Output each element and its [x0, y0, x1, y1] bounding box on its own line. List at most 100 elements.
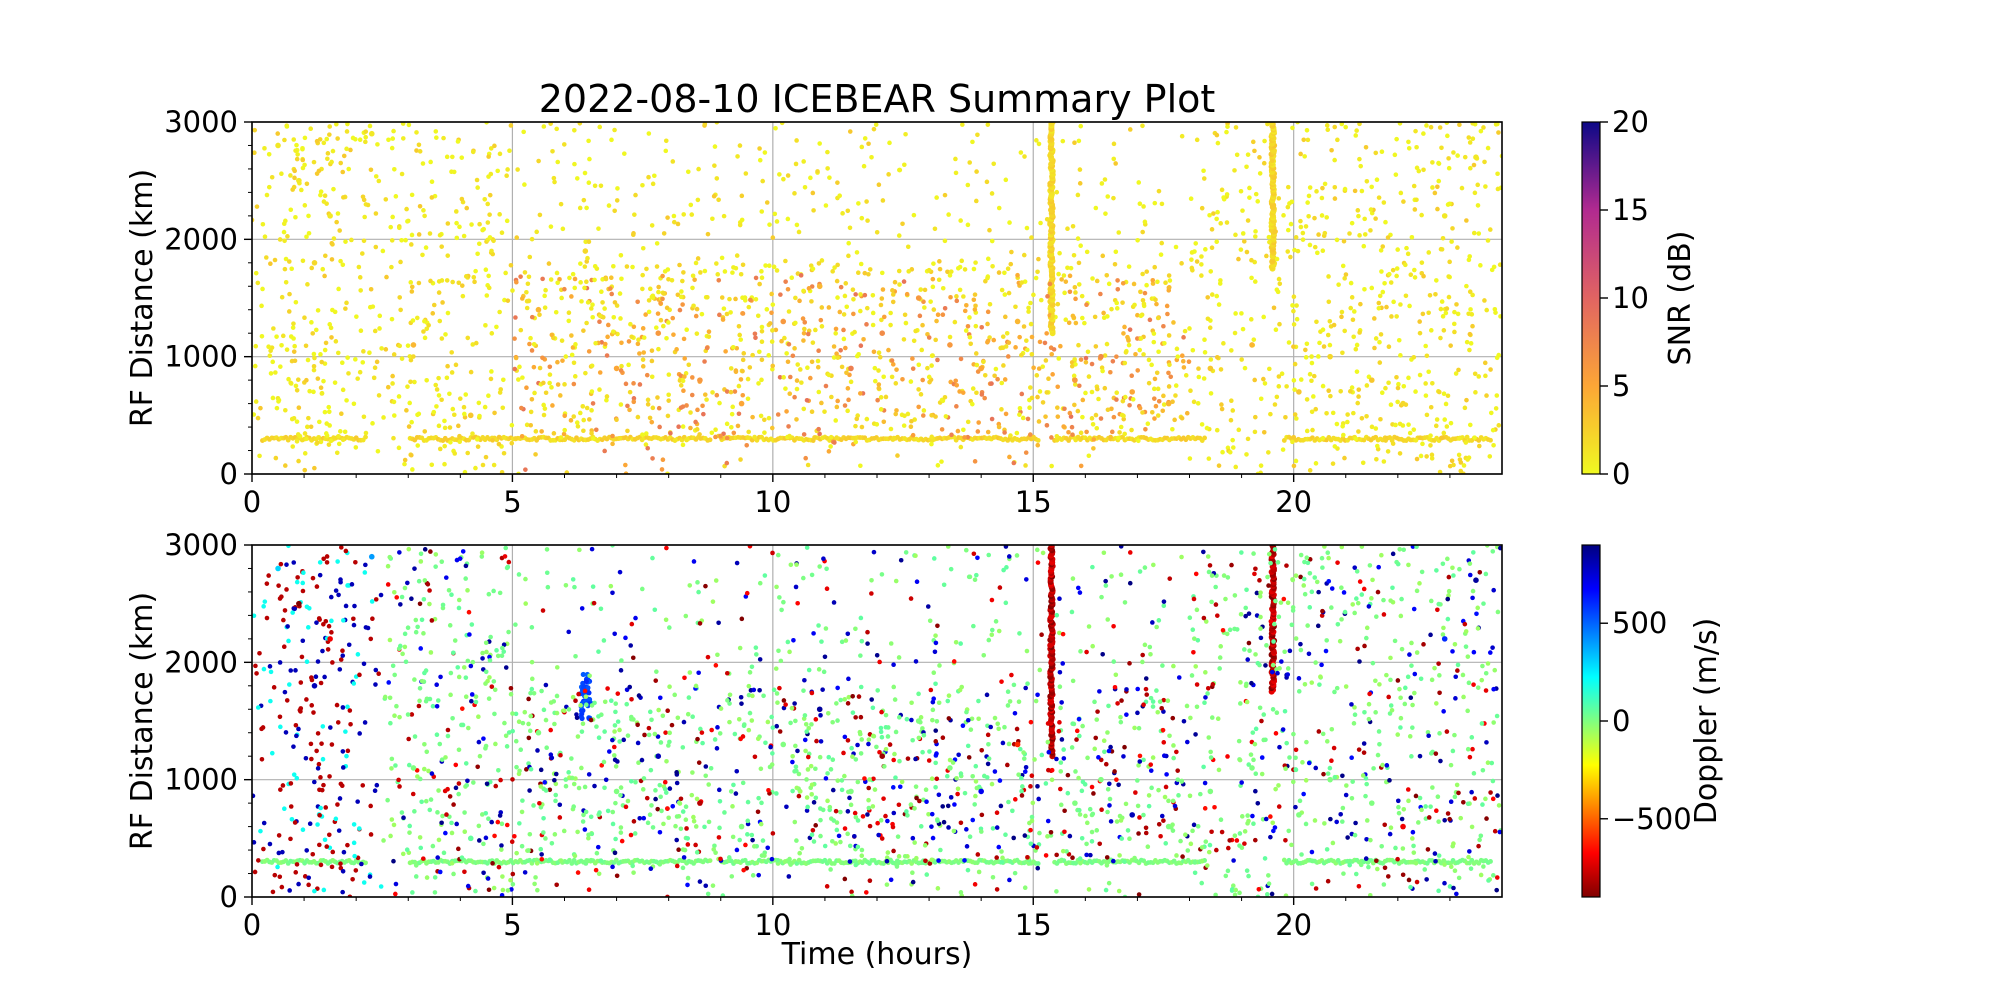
data-point: [315, 376, 321, 381]
data-point: [1446, 588, 1452, 594]
data-point: [939, 459, 944, 464]
data-point: [409, 452, 414, 458]
data-point: [311, 351, 317, 357]
data-point: [1167, 362, 1172, 368]
data-point: [1389, 707, 1395, 713]
data-point: [1462, 154, 1468, 160]
data-point: [1412, 275, 1418, 280]
data-point: [976, 420, 981, 425]
data-point: [431, 302, 437, 308]
data-point: [296, 881, 301, 887]
data-point: [904, 291, 910, 297]
data-point: [1102, 177, 1108, 182]
data-point: [525, 281, 531, 287]
data-point: [408, 357, 414, 363]
data-point: [1057, 669, 1063, 675]
data-point: [326, 623, 332, 629]
data-point: [561, 142, 567, 147]
data-point: [1209, 292, 1215, 297]
data-point: [726, 855, 732, 860]
data-point: [391, 352, 397, 357]
data-point: [902, 312, 908, 318]
data-point: [835, 398, 840, 404]
data-point: [1309, 360, 1315, 366]
data-point: [705, 294, 710, 300]
data-point: [635, 299, 640, 305]
data-point: [627, 407, 632, 413]
data-point: [1113, 161, 1118, 166]
data-point: [644, 431, 649, 436]
data-point: [1071, 252, 1077, 258]
data-point: [1430, 380, 1435, 386]
data-point: [870, 310, 876, 316]
data-point: [1414, 165, 1420, 171]
data-point: [1131, 281, 1137, 287]
data-point: [1423, 804, 1428, 809]
data-point: [1343, 272, 1349, 277]
data-point: [759, 275, 765, 281]
data-point: [1223, 596, 1228, 602]
data-point: [767, 321, 773, 326]
data-point: [287, 291, 292, 297]
data-point: [566, 318, 572, 324]
data-point: [529, 348, 535, 353]
data-point: [502, 720, 507, 726]
data-point: [845, 208, 851, 214]
data-point: [406, 546, 412, 552]
data-point: [550, 403, 555, 408]
data-point: [334, 122, 339, 127]
data-point: [1482, 298, 1487, 303]
data-point: [1135, 710, 1140, 716]
data-point: [1398, 695, 1403, 701]
data-point: [1304, 341, 1310, 347]
data-point: [1118, 714, 1123, 720]
data-point: [762, 150, 768, 155]
data-point: [1476, 443, 1482, 449]
data-point: [654, 264, 660, 269]
data-point: [861, 163, 867, 169]
data-point: [1472, 435, 1477, 440]
data-point: [343, 306, 348, 311]
data-point: [503, 270, 508, 276]
data-point: [463, 675, 469, 680]
data-point: [1070, 224, 1076, 229]
data-point: [1155, 386, 1161, 392]
data-point: [1385, 449, 1391, 454]
data-point: [706, 782, 711, 787]
data-point: [300, 157, 306, 163]
data-point: [475, 444, 481, 449]
data-point: [533, 452, 538, 457]
data-point: [542, 780, 548, 785]
data-point: [1068, 265, 1074, 271]
data-point: [1144, 269, 1150, 274]
data-point: [326, 404, 332, 410]
data-point: [816, 261, 822, 266]
data-point: [1370, 577, 1375, 583]
data-point: [1465, 654, 1471, 659]
data-point: [750, 352, 755, 358]
data-point: [1044, 331, 1049, 336]
data-point: [409, 284, 415, 290]
data-point: [655, 395, 660, 400]
data-point: [499, 843, 504, 848]
data-point: [1111, 156, 1117, 162]
data-point: [339, 411, 344, 417]
data-point: [1066, 429, 1071, 435]
data-point: [547, 380, 552, 386]
data-point: [833, 331, 838, 336]
data-point: [1138, 313, 1144, 319]
data-point: [877, 354, 883, 360]
data-point: [424, 377, 429, 383]
data-point: [866, 141, 871, 147]
data-point: [398, 259, 403, 265]
data-point: [456, 846, 461, 852]
data-point: [1270, 669, 1275, 675]
data-point: [520, 375, 525, 380]
data-point: [451, 412, 457, 418]
data-point: [1471, 162, 1477, 168]
data-point: [815, 169, 820, 174]
data-point: [1266, 450, 1271, 455]
data-point: [680, 442, 686, 448]
data-point: [903, 131, 908, 137]
data-point: [794, 378, 800, 383]
